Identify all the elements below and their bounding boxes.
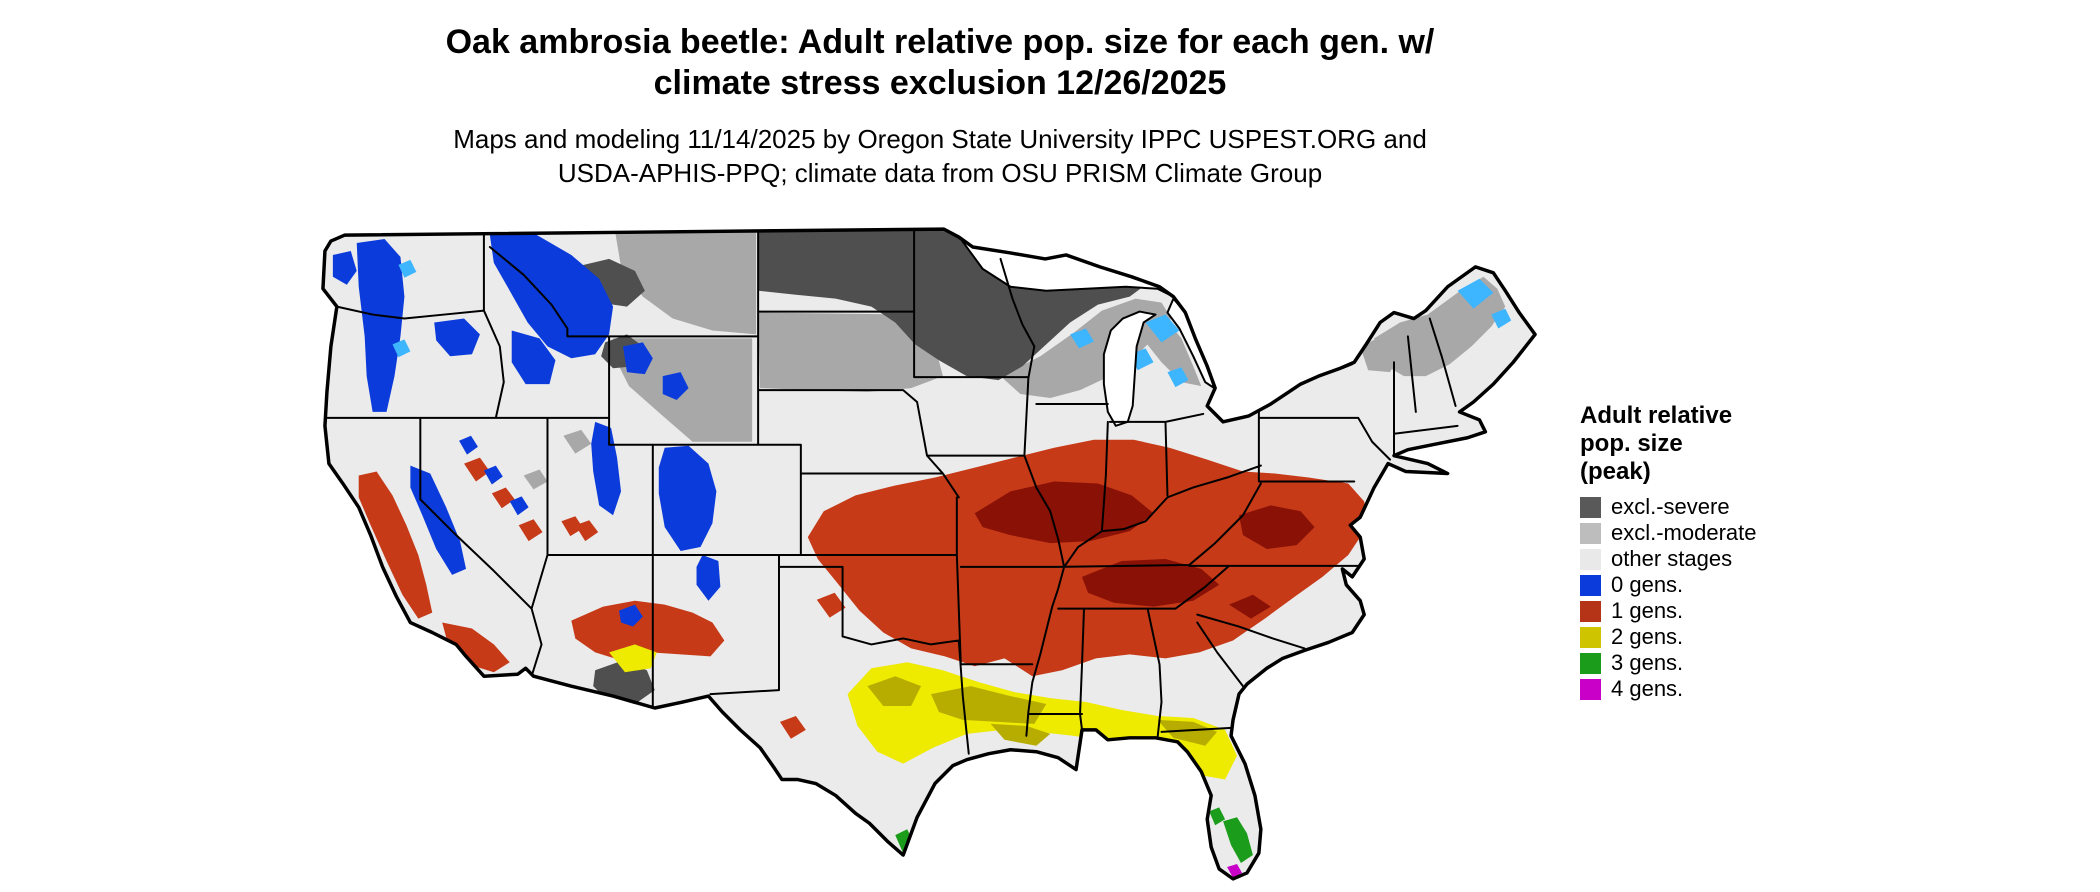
subtitle-line-2: USDA-APHIS-PPQ; climate data from OSU PR… (557, 158, 1323, 188)
state-borders (325, 229, 1459, 755)
regions-0-gens-light (392, 259, 1512, 388)
legend-swatch (1580, 522, 1601, 544)
legend-title-line: Adult relative (1580, 402, 1733, 429)
regions-3-gens (895, 807, 1253, 863)
legend-label: 4 gens. (1611, 676, 1684, 701)
legend-swatch (1580, 496, 1601, 518)
subtitle-line-1: Maps and modeling 11/14/2025 by Oregon S… (453, 124, 1427, 154)
legend-item-0-gens: 0 gens. (1580, 572, 1880, 598)
legend-item-4-gens: 4 gens. (1580, 676, 1880, 702)
us-outline (321, 227, 1537, 881)
legend-item-1-gens: 1 gens. (1580, 598, 1880, 624)
legend-title-line: (peak) (1580, 458, 1651, 485)
title-line-1: Oak ambrosia beetle: Adult relative pop.… (445, 23, 1435, 61)
legend-label: 0 gens. (1611, 572, 1684, 597)
legend-label: 1 gens. (1611, 598, 1684, 623)
legend-item-excl-severe: excl.-severe (1580, 494, 1880, 520)
legend-label: excl.-moderate (1611, 520, 1757, 545)
legend-item-2-gens: 2 gens. (1580, 624, 1880, 650)
legend-swatch (1580, 678, 1601, 700)
page-title: Oak ambrosia beetle: Adult relative pop.… (150, 22, 1730, 104)
legend: Adult relative pop. size (peak) excl.-se… (1580, 402, 1880, 702)
us-map (315, 226, 1547, 884)
regions-1-gen (358, 439, 1369, 739)
regions-1-gen-core (974, 481, 1315, 619)
legend-item-3-gens: 3 gens. (1580, 650, 1880, 676)
lake-michigan (1102, 310, 1157, 427)
regions-4-gens (1227, 863, 1242, 878)
legend-label: 2 gens. (1611, 624, 1684, 649)
legend-title-line: pop. size (1580, 430, 1683, 457)
regions-2-gens-dark (867, 676, 1218, 746)
title-line-2: climate stress exclusion 12/26/2025 (653, 64, 1227, 102)
legend-label: 3 gens. (1611, 650, 1684, 675)
legend-swatch (1580, 548, 1601, 570)
legend-label: excl.-severe (1611, 494, 1730, 519)
legend-title: Adult relative pop. size (peak) (1580, 402, 1880, 486)
legend-swatch (1580, 626, 1601, 648)
us-map-svg (321, 227, 1537, 881)
legend-item-other-stages: other stages (1580, 546, 1880, 572)
page-subtitle: Maps and modeling 11/14/2025 by Oregon S… (150, 122, 1730, 190)
legend-items: excl.-severe excl.-moderate other stages… (1580, 494, 1880, 702)
legend-swatch (1580, 600, 1601, 622)
legend-label: other stages (1611, 546, 1733, 571)
legend-swatch (1580, 652, 1601, 674)
legend-swatch (1580, 574, 1601, 596)
legend-item-excl-moderate: excl.-moderate (1580, 520, 1880, 546)
